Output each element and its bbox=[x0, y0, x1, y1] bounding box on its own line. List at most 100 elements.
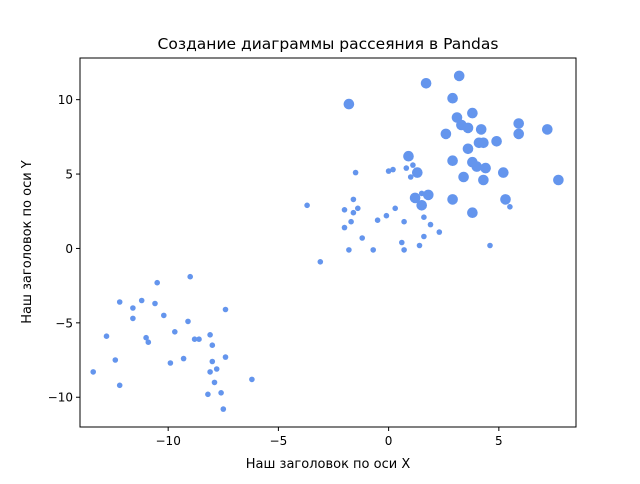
scatter-point bbox=[116, 382, 123, 389]
scatter-point bbox=[249, 376, 255, 383]
scatter-point bbox=[220, 406, 227, 412]
scatter-point bbox=[498, 167, 509, 178]
scatter-point bbox=[416, 200, 428, 211]
scatter-point bbox=[211, 379, 218, 386]
scatter-point bbox=[462, 143, 474, 155]
scatter-point bbox=[385, 168, 392, 174]
scatter-point bbox=[138, 297, 145, 304]
scatter-point bbox=[103, 333, 110, 340]
scatter-point bbox=[343, 98, 355, 110]
scatter-point bbox=[207, 369, 213, 375]
y-tick-label: −10 bbox=[48, 391, 73, 405]
scatter-point bbox=[409, 192, 421, 204]
scatter-point bbox=[401, 247, 407, 253]
scatter-point bbox=[317, 259, 324, 265]
scatter-point bbox=[172, 329, 178, 335]
x-tick-label: 5 bbox=[495, 434, 503, 448]
points-layer bbox=[90, 70, 564, 412]
scatter-point bbox=[410, 162, 416, 168]
scatter-point bbox=[471, 161, 483, 172]
scatter-point bbox=[440, 128, 452, 140]
scatter-point bbox=[359, 235, 366, 241]
scatter-point bbox=[507, 204, 513, 210]
scatter-point bbox=[130, 305, 136, 311]
scatter-point bbox=[403, 165, 410, 171]
scatter-point bbox=[112, 357, 119, 363]
x-tick-label: −5 bbox=[270, 434, 288, 448]
scatter-point bbox=[416, 242, 423, 249]
scatter-point bbox=[453, 70, 465, 82]
x-tick-label: 0 bbox=[385, 434, 393, 448]
scatter-point bbox=[350, 196, 357, 203]
scatter-point bbox=[513, 128, 524, 140]
scatter-point bbox=[374, 217, 381, 223]
y-axis-label: Наш заголовок по оси Y bbox=[20, 160, 35, 324]
scatter-point bbox=[154, 279, 160, 286]
scatter-point bbox=[475, 124, 487, 135]
scatter-point bbox=[209, 358, 216, 365]
scatter-point bbox=[478, 137, 489, 149]
scatter-point bbox=[447, 155, 458, 166]
scatter-point bbox=[191, 336, 198, 343]
chart-title: Создание диаграммы рассеяния в Pandas bbox=[158, 35, 499, 53]
y-axis-ticks: −10 −5 0 5 10 bbox=[48, 93, 80, 405]
scatter-point bbox=[130, 315, 136, 322]
scatter-point bbox=[116, 299, 123, 305]
scatter-point bbox=[304, 202, 310, 209]
scatter-point bbox=[213, 366, 220, 372]
scatter-point bbox=[207, 332, 213, 338]
y-tick-label: −5 bbox=[55, 316, 73, 330]
scatter-point bbox=[346, 247, 352, 253]
scatter-point bbox=[180, 355, 187, 362]
scatter-point bbox=[341, 224, 348, 231]
scatter-point bbox=[513, 118, 524, 129]
scatter-point bbox=[401, 218, 407, 225]
scatter-point bbox=[478, 174, 489, 186]
scatter-point bbox=[143, 334, 149, 341]
scatter-point bbox=[399, 239, 405, 246]
scatter-point bbox=[341, 207, 348, 213]
scatter-point bbox=[167, 360, 174, 366]
scatter-point bbox=[480, 162, 491, 174]
scatter-point bbox=[421, 233, 427, 240]
y-tick-label: 0 bbox=[65, 242, 73, 256]
scatter-point bbox=[423, 189, 434, 201]
scatter-point bbox=[222, 354, 229, 360]
scatter-point bbox=[447, 194, 458, 205]
plot-frame bbox=[79, 57, 577, 428]
scatter-point bbox=[421, 214, 427, 220]
scatter-point bbox=[145, 339, 152, 346]
scatter-point bbox=[383, 212, 390, 219]
scatter-point bbox=[467, 107, 478, 119]
scatter-point bbox=[355, 205, 361, 212]
scatter-point bbox=[412, 167, 423, 178]
scatter-point bbox=[152, 300, 158, 307]
scatter-point bbox=[542, 124, 553, 135]
scatter-point bbox=[407, 174, 414, 180]
scatter-point bbox=[352, 169, 359, 176]
scatter-point bbox=[348, 218, 354, 225]
x-axis-ticks: −10 −5 0 5 bbox=[156, 427, 503, 448]
x-tick-label: −10 bbox=[156, 434, 181, 448]
scatter-point bbox=[196, 336, 202, 343]
scatter-point bbox=[392, 205, 399, 212]
scatter-point bbox=[420, 78, 432, 89]
scatter-point bbox=[436, 229, 443, 235]
scatter-point bbox=[553, 174, 564, 186]
scatter-point bbox=[209, 342, 216, 349]
scatter-point bbox=[403, 150, 414, 162]
scatter-point bbox=[427, 221, 434, 228]
scatter-point bbox=[218, 390, 224, 396]
scatter-point bbox=[491, 136, 502, 147]
scatter-point bbox=[462, 122, 474, 134]
y-tick-label: 5 bbox=[65, 168, 73, 182]
scatter-point bbox=[90, 369, 96, 375]
scatter-point bbox=[500, 194, 511, 205]
scatter-point bbox=[350, 209, 357, 216]
scatter-point bbox=[467, 207, 478, 218]
scatter-point bbox=[390, 166, 396, 173]
scatter-point bbox=[187, 273, 193, 280]
